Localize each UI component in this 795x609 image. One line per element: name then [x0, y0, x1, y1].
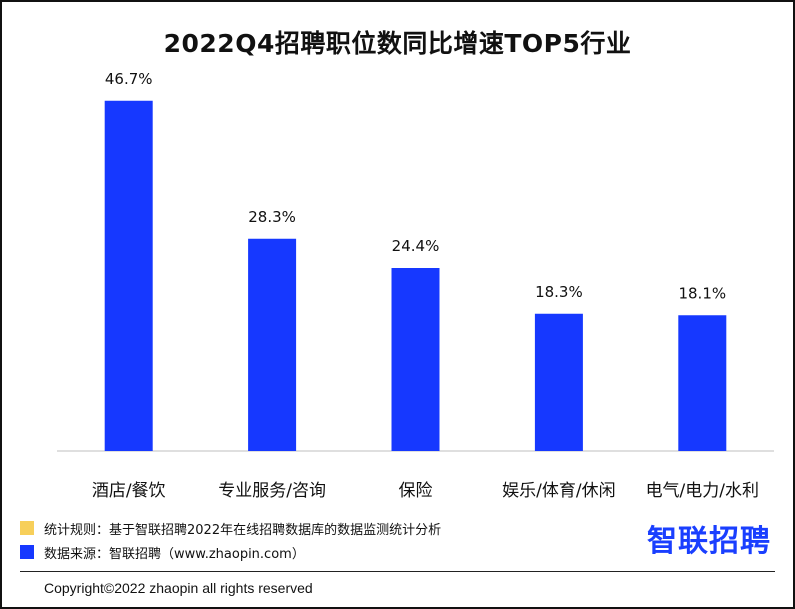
data-label: 28.3% — [248, 208, 296, 226]
category-label: 酒店/餐饮 — [92, 481, 166, 501]
stat-rule-note: 统计规则：基于智联招聘2022年在线招聘数据库的数据监测统计分析 — [20, 516, 441, 540]
category-label: 专业服务/咨询 — [218, 481, 326, 501]
zhaopin-logo: 智联招聘 — [647, 524, 771, 559]
bar — [678, 315, 727, 451]
copyright-text: Copyright©2022 zhaopin all rights reserv… — [44, 580, 313, 596]
stat-rule-swatch — [20, 521, 34, 535]
data-label: 18.1% — [678, 284, 726, 302]
bar — [104, 100, 153, 451]
category-label: 娱乐/体育/休闲 — [502, 481, 615, 501]
data-source-text: 数据来源：智联招聘（www.zhaopin.com） — [44, 546, 305, 562]
bar-chart: 46.7% 酒店/餐饮 28.3% 专业服务/咨询 24.4% 保险 18.3% 娱乐/体育/… — [57, 70, 774, 501]
data-label: 46.7% — [105, 70, 153, 88]
chart-title: 2022Q4招聘职位数同比增速TOP5行业 — [163, 29, 632, 58]
bar — [391, 268, 440, 451]
data-label: 18.3% — [535, 283, 583, 301]
footer-divider — [20, 571, 775, 572]
bar — [534, 313, 583, 451]
stat-rule-text: 统计规则：基于智联招聘2022年在线招聘数据库的数据监测统计分析 — [44, 522, 442, 538]
data-source-swatch — [20, 545, 34, 559]
notes: 统计规则：基于智联招聘2022年在线招聘数据库的数据监测统计分析 数据来源：智联… — [20, 516, 441, 564]
category-label: 保险 — [399, 481, 433, 501]
category-label: 电气/电力/水利 — [646, 481, 759, 501]
data-label: 24.4% — [392, 237, 440, 255]
bar — [248, 238, 297, 451]
data-source-note: 数据来源：智联招聘（www.zhaopin.com） — [20, 540, 441, 564]
